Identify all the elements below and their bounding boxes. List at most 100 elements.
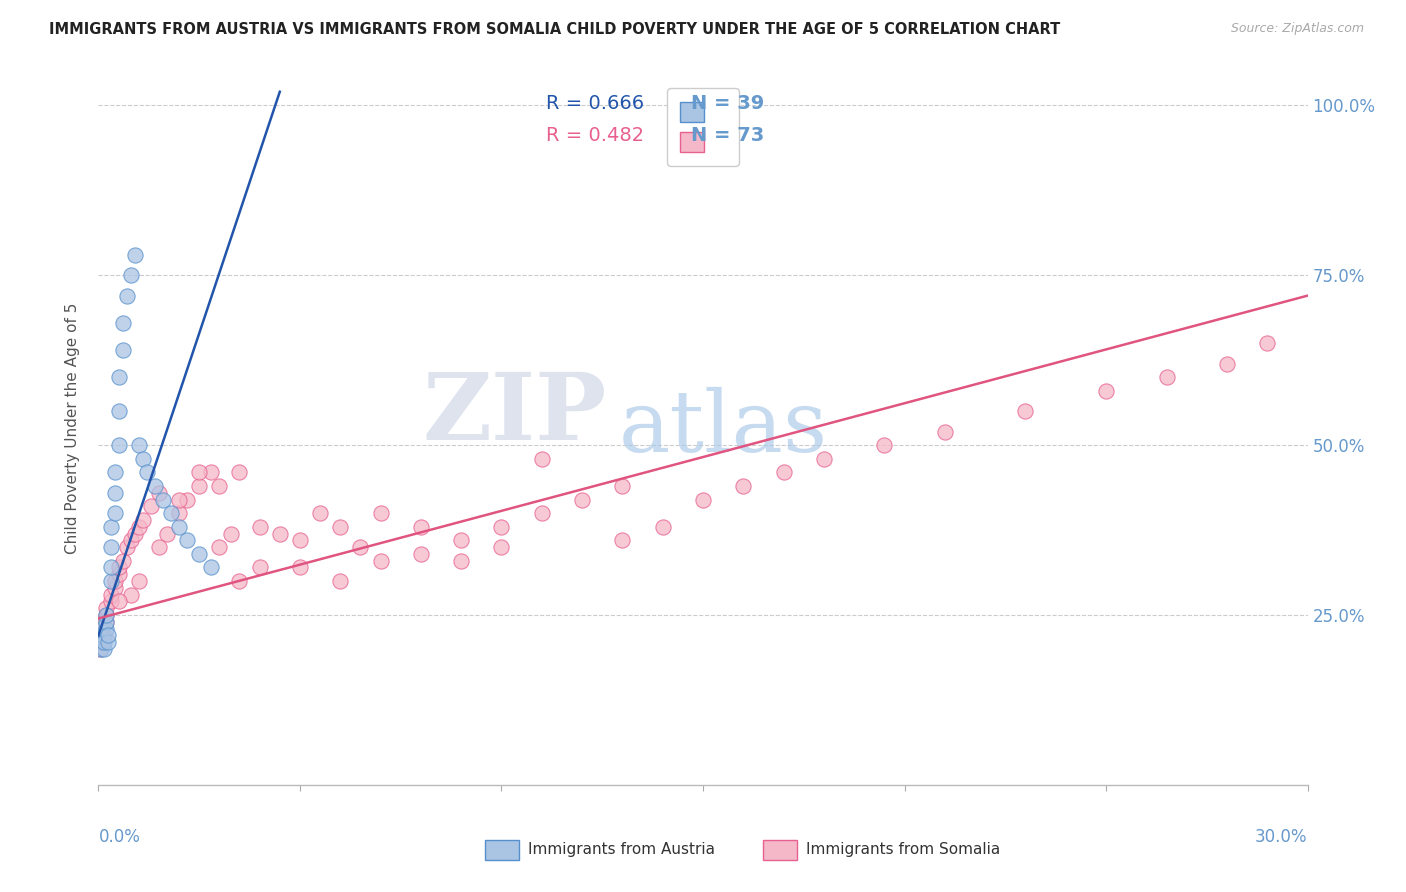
Point	[934, 425, 956, 439]
Point	[132, 451, 155, 466]
Text: R = 0.482: R = 0.482	[546, 126, 644, 145]
Point	[571, 492, 593, 507]
Text: R = 0.666: R = 0.666	[546, 94, 644, 113]
Point	[176, 533, 198, 548]
Point	[103, 485, 125, 500]
Point	[329, 574, 352, 588]
Point	[93, 628, 115, 642]
Point	[100, 574, 122, 588]
Point	[100, 594, 122, 608]
Point	[1256, 336, 1278, 351]
Point	[530, 451, 553, 466]
FancyBboxPatch shape	[763, 840, 797, 860]
Text: 0.0%: 0.0%	[98, 828, 141, 846]
Point	[100, 560, 122, 574]
Point	[100, 540, 122, 554]
Point	[103, 581, 125, 595]
Point	[176, 492, 198, 507]
Point	[93, 635, 115, 649]
Point	[167, 506, 190, 520]
Y-axis label: Child Poverty Under the Age of 5: Child Poverty Under the Age of 5	[65, 302, 80, 554]
Point	[90, 628, 112, 642]
Point	[128, 519, 150, 533]
Point	[188, 547, 211, 561]
Point	[167, 492, 190, 507]
Point	[450, 554, 472, 568]
Point	[530, 506, 553, 520]
Point	[349, 540, 371, 554]
Point	[692, 492, 714, 507]
Point	[288, 533, 311, 548]
Point	[89, 642, 111, 657]
Point	[107, 560, 129, 574]
Point	[89, 635, 111, 649]
Point	[208, 479, 231, 493]
Point	[329, 519, 352, 533]
Text: IMMIGRANTS FROM AUSTRIA VS IMMIGRANTS FROM SOMALIA CHILD POVERTY UNDER THE AGE O: IMMIGRANTS FROM AUSTRIA VS IMMIGRANTS FR…	[49, 22, 1060, 37]
Point	[772, 466, 794, 480]
Point	[91, 628, 114, 642]
Point	[91, 628, 114, 642]
Point	[733, 479, 755, 493]
Point	[200, 466, 222, 480]
Point	[115, 288, 138, 302]
Point	[103, 506, 125, 520]
Point	[188, 479, 211, 493]
Point	[111, 554, 134, 568]
Point	[120, 533, 142, 548]
Point	[143, 479, 166, 493]
Point	[370, 554, 392, 568]
Point	[97, 635, 120, 649]
Point	[409, 519, 432, 533]
Point	[91, 622, 114, 636]
Point	[1014, 404, 1036, 418]
Point	[100, 519, 122, 533]
Point	[309, 506, 332, 520]
Text: 30.0%: 30.0%	[1256, 828, 1308, 846]
Text: Immigrants from Austria: Immigrants from Austria	[527, 842, 714, 856]
Point	[612, 479, 634, 493]
Text: N = 39: N = 39	[690, 94, 763, 113]
Point	[269, 526, 291, 541]
Point	[188, 466, 211, 480]
Point	[491, 519, 513, 533]
Point	[96, 608, 118, 623]
Point	[139, 500, 162, 514]
Point	[152, 492, 174, 507]
Point	[91, 615, 114, 629]
Point	[124, 248, 146, 262]
Text: ZIP: ZIP	[422, 369, 606, 458]
Point	[96, 601, 118, 615]
Point	[491, 540, 513, 554]
Point	[409, 547, 432, 561]
Point	[91, 622, 114, 636]
Point	[813, 451, 835, 466]
Point	[89, 635, 111, 649]
Point	[103, 466, 125, 480]
Point	[103, 574, 125, 588]
Point	[160, 506, 183, 520]
Legend:  ,  : ,	[666, 88, 740, 166]
Point	[128, 574, 150, 588]
Point	[120, 588, 142, 602]
Point	[100, 588, 122, 602]
Point	[249, 560, 271, 574]
Point	[208, 540, 231, 554]
Point	[96, 615, 118, 629]
Point	[93, 642, 115, 657]
Point	[96, 608, 118, 623]
Point	[128, 438, 150, 452]
Point	[124, 526, 146, 541]
Point	[107, 594, 129, 608]
Point	[288, 560, 311, 574]
Point	[156, 526, 179, 541]
Point	[111, 316, 134, 330]
Text: atlas: atlas	[619, 386, 828, 470]
Point	[107, 404, 129, 418]
Point	[148, 540, 170, 554]
Point	[107, 567, 129, 582]
Point	[135, 466, 157, 480]
Point	[96, 615, 118, 629]
Point	[97, 628, 120, 642]
Point	[91, 635, 114, 649]
